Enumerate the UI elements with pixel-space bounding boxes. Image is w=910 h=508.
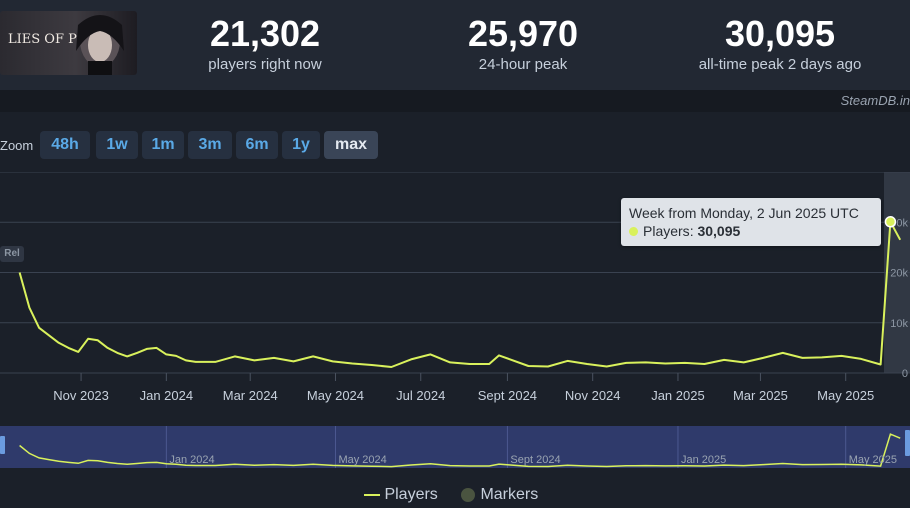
legend-markers-label: Markers <box>480 486 539 503</box>
legend-markers-dot-icon <box>461 487 475 502</box>
x-tick-label: Nov 2023 <box>53 388 109 403</box>
y-tick-label: 10k <box>890 318 908 330</box>
x-tick-label: Nov 2024 <box>565 388 621 403</box>
tooltip-series-row: Players: 30,095 <box>629 223 740 239</box>
legend-players[interactable]: Players <box>364 486 438 504</box>
x-tick-label: Mar 2024 <box>223 388 278 403</box>
stat-24h-peak: 25,970 24-hour peak <box>443 14 603 75</box>
legend-markers[interactable]: Markers <box>460 486 538 504</box>
navigator-grid <box>165 426 847 468</box>
peak-24h-label: 24-hour peak <box>478 56 568 73</box>
navigator-tick-label: May 2025 <box>849 454 897 466</box>
x-tick-label: Jul 2024 <box>396 388 445 403</box>
steamdb-credit[interactable]: SteamDB.in <box>840 93 910 108</box>
release-marker[interactable]: Rel <box>0 246 24 262</box>
x-tick-label: Jan 2025 <box>651 388 705 403</box>
peak-24h-value: 25,970 <box>467 13 579 54</box>
x-axis-ticks: Nov 2023 Jan 2024 Mar 2024 May 2024 Jul 2024… <box>53 373 874 403</box>
tooltip-value: 30,095 <box>697 223 741 239</box>
stat-all-time-peak: 30,095 all-time peak 2 days ago <box>690 14 870 75</box>
zoom-48h-button[interactable]: 48h <box>40 131 90 159</box>
navigator-selection[interactable] <box>0 426 910 468</box>
current-players-label: players right now <box>208 56 322 73</box>
y-tick-label: 0 <box>902 368 908 380</box>
x-tick-label: May 2024 <box>307 388 364 403</box>
stat-current-players: 21,302 players right now <box>192 14 338 75</box>
zoom-6m-button[interactable]: 6m <box>236 131 278 159</box>
y-tick-label: 20k <box>890 268 908 280</box>
navigator-tick-label: May 2024 <box>338 454 386 466</box>
zoom-1w-button[interactable]: 1w <box>96 131 138 159</box>
x-tick-label: Sept 2024 <box>478 388 537 403</box>
game-logo-text: LIES OF P <box>8 32 77 47</box>
tooltip-series-dot <box>629 227 638 236</box>
game-cover-image[interactable]: LIES OF P <box>0 11 137 75</box>
navigator-series-line <box>19 433 901 468</box>
chart-tooltip: Week from Monday, 2 Jun 2025 UTC Players… <box>621 198 881 246</box>
all-time-peak-label: all-time peak 2 days ago <box>698 56 862 73</box>
navigator-tick-label: Sept 2024 <box>510 454 560 466</box>
stats-header <box>0 0 910 90</box>
x-tick-label: Jan 2024 <box>140 388 194 403</box>
tooltip-series-name: Players <box>643 223 690 239</box>
zoom-1m-button[interactable]: 1m <box>142 131 184 159</box>
navigator-tick-label: Jan 2025 <box>681 454 726 466</box>
navigator-ticks: Jan 2024 May 2024 Sept 2024 Jan 2025 May 202… <box>169 454 897 466</box>
credit-bar <box>0 90 910 112</box>
players-series-line[interactable] <box>18 220 902 368</box>
navigator-tick-label: Jan 2024 <box>169 454 214 466</box>
x-tick-label: Mar 2025 <box>733 388 788 403</box>
hover-point-marker[interactable] <box>884 216 897 228</box>
current-players-value: 21,302 <box>209 13 321 54</box>
legend-players-line-icon <box>364 493 380 496</box>
zoom-max-button[interactable]: max <box>324 131 378 159</box>
all-time-peak-value: 30,095 <box>724 13 836 54</box>
zoom-3m-button[interactable]: 3m <box>188 131 232 159</box>
x-tick-label: May 2025 <box>817 388 874 403</box>
navigator-right-handle[interactable] <box>905 430 910 456</box>
legend-players-label: Players <box>384 486 438 503</box>
zoom-1y-button[interactable]: 1y <box>282 131 320 159</box>
tooltip-title: Week from Monday, 2 Jun 2025 UTC <box>629 205 859 221</box>
navigator-left-handle[interactable] <box>0 436 5 454</box>
zoom-label: Zoom <box>0 138 34 153</box>
hover-highlight-band <box>884 172 910 373</box>
